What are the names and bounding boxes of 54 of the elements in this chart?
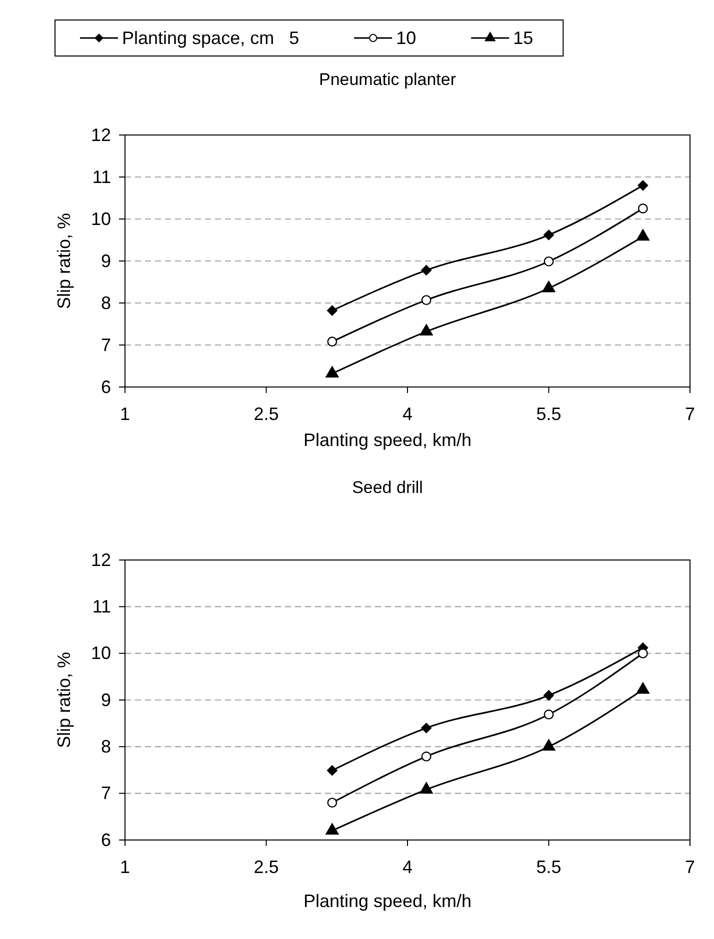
point bbox=[638, 204, 648, 214]
x-tick-label: 5.5 bbox=[536, 856, 562, 877]
x-tick-label: 4 bbox=[402, 404, 413, 424]
point bbox=[542, 280, 556, 292]
y-tick-label: 10 bbox=[90, 208, 111, 229]
point bbox=[544, 710, 554, 720]
y-tick-label: 11 bbox=[92, 166, 111, 187]
point bbox=[421, 265, 432, 276]
x-tick-label: 1 bbox=[120, 856, 130, 877]
x-axis-title: Planting speed, km/h bbox=[303, 891, 472, 911]
chart-title: Seed drill bbox=[352, 478, 423, 497]
point bbox=[327, 336, 338, 347]
chart-title: Pneumatic planter bbox=[318, 70, 456, 89]
point bbox=[421, 295, 432, 306]
y-tick-label: 7 bbox=[100, 334, 111, 355]
x-tick-label: 2.5 bbox=[254, 856, 279, 877]
y-tick-label: 6 bbox=[100, 376, 111, 397]
point bbox=[544, 230, 554, 240]
x-tick-label: 7 bbox=[684, 856, 696, 877]
x-axis-title: Planting speed, km/h bbox=[303, 430, 472, 450]
point bbox=[420, 324, 433, 336]
y-tick-label: 7 bbox=[100, 783, 111, 804]
point bbox=[638, 180, 648, 191]
y-tick-label: 6 bbox=[100, 830, 111, 850]
point bbox=[544, 256, 554, 266]
y-tick-label: 12 bbox=[90, 124, 111, 145]
point bbox=[544, 690, 554, 701]
point bbox=[326, 305, 338, 316]
point bbox=[326, 366, 339, 378]
legend-label: 10 bbox=[396, 28, 416, 48]
y-tick-label: 11 bbox=[92, 596, 111, 616]
point bbox=[326, 823, 339, 835]
legend-label: 15 bbox=[513, 28, 534, 48]
y-tick-label: 12 bbox=[90, 550, 111, 570]
point bbox=[327, 798, 338, 808]
y-axis-title: Slip ratio, % bbox=[54, 652, 74, 748]
point bbox=[326, 765, 338, 776]
y-tick-label: 9 bbox=[100, 690, 111, 710]
x-tick-label: 1 bbox=[120, 404, 130, 424]
point bbox=[638, 648, 648, 658]
x-tick-label: 5.5 bbox=[536, 404, 562, 424]
point bbox=[420, 782, 433, 794]
y-tick-label: 8 bbox=[100, 292, 111, 313]
x-tick-label: 4 bbox=[402, 856, 413, 877]
x-tick-label: 7 bbox=[684, 404, 696, 424]
y-tick-label: 10 bbox=[90, 643, 111, 664]
legend-label: Planting space, cm 5 bbox=[122, 28, 300, 48]
y-tick-label: 9 bbox=[100, 250, 111, 271]
point bbox=[421, 722, 432, 734]
y-tick-label: 8 bbox=[100, 736, 111, 756]
point bbox=[421, 752, 432, 762]
point bbox=[542, 739, 556, 751]
y-axis-title: Slip ratio, % bbox=[54, 212, 74, 310]
x-tick-label: 2.5 bbox=[254, 404, 279, 424]
